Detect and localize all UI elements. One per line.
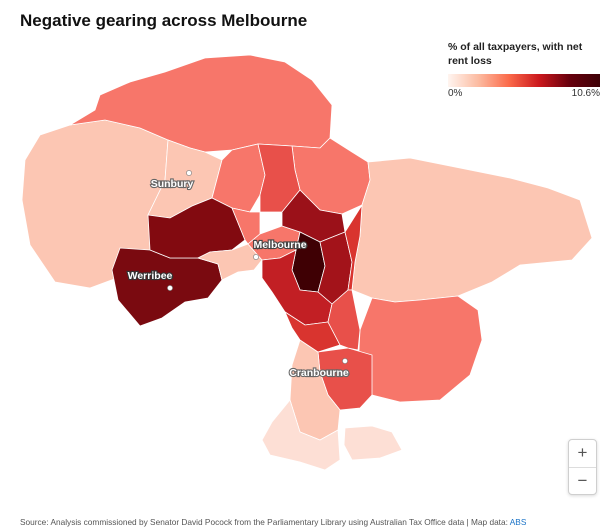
place-label-werribee: Werribee — [128, 270, 173, 282]
region-bayside[interactable] — [284, 310, 341, 353]
zoom-out-button[interactable]: − — [577, 471, 588, 490]
choropleth-map[interactable]: Sunbury Melbourne Werribee Cranbourne — [0, 40, 608, 510]
region-melton[interactable] — [147, 197, 246, 259]
legend: % of all taxpayers, with net rent loss 0… — [448, 40, 603, 99]
sunbury-marker — [186, 170, 192, 176]
zoom-control: + − — [568, 439, 597, 495]
region-south-east[interactable] — [357, 295, 483, 403]
cranbourne-marker — [342, 358, 348, 364]
region-east[interactable] — [351, 157, 593, 303]
region-east-strip[interactable] — [344, 204, 363, 291]
source-text: Source: Analysis commissioned by Senator… — [20, 517, 510, 527]
region-peninsula-west[interactable] — [261, 399, 341, 471]
abs-link[interactable]: ABS — [509, 517, 527, 527]
region-peninsula-east[interactable] — [343, 425, 403, 461]
legend-max-label: 10.6% — [571, 88, 600, 99]
region-inner-west[interactable] — [196, 243, 263, 281]
legend-min-label: 0% — [448, 88, 463, 99]
legend-title: % of all taxpayers, with net rent loss — [448, 41, 583, 67]
place-label-sunbury: Sunbury — [151, 178, 194, 190]
map-title: Negative gearing across Melbourne — [20, 11, 308, 30]
melbourne-marker — [253, 254, 259, 260]
zoom-in-button[interactable]: + — [569, 440, 596, 468]
source-note: Source: Analysis commissioned by Senator… — [20, 517, 526, 527]
region-dandenong[interactable] — [327, 289, 361, 351]
map-svg: Sunbury Melbourne Werribee Cranbourne — [21, 54, 593, 471]
legend-labels: 0% 10.6% — [448, 88, 600, 99]
place-label-melbourne: Melbourne — [253, 239, 306, 251]
werribee-marker — [167, 285, 173, 291]
legend-color-bar — [448, 74, 600, 87]
place-label-cranbourne: Cranbourne — [289, 367, 349, 379]
